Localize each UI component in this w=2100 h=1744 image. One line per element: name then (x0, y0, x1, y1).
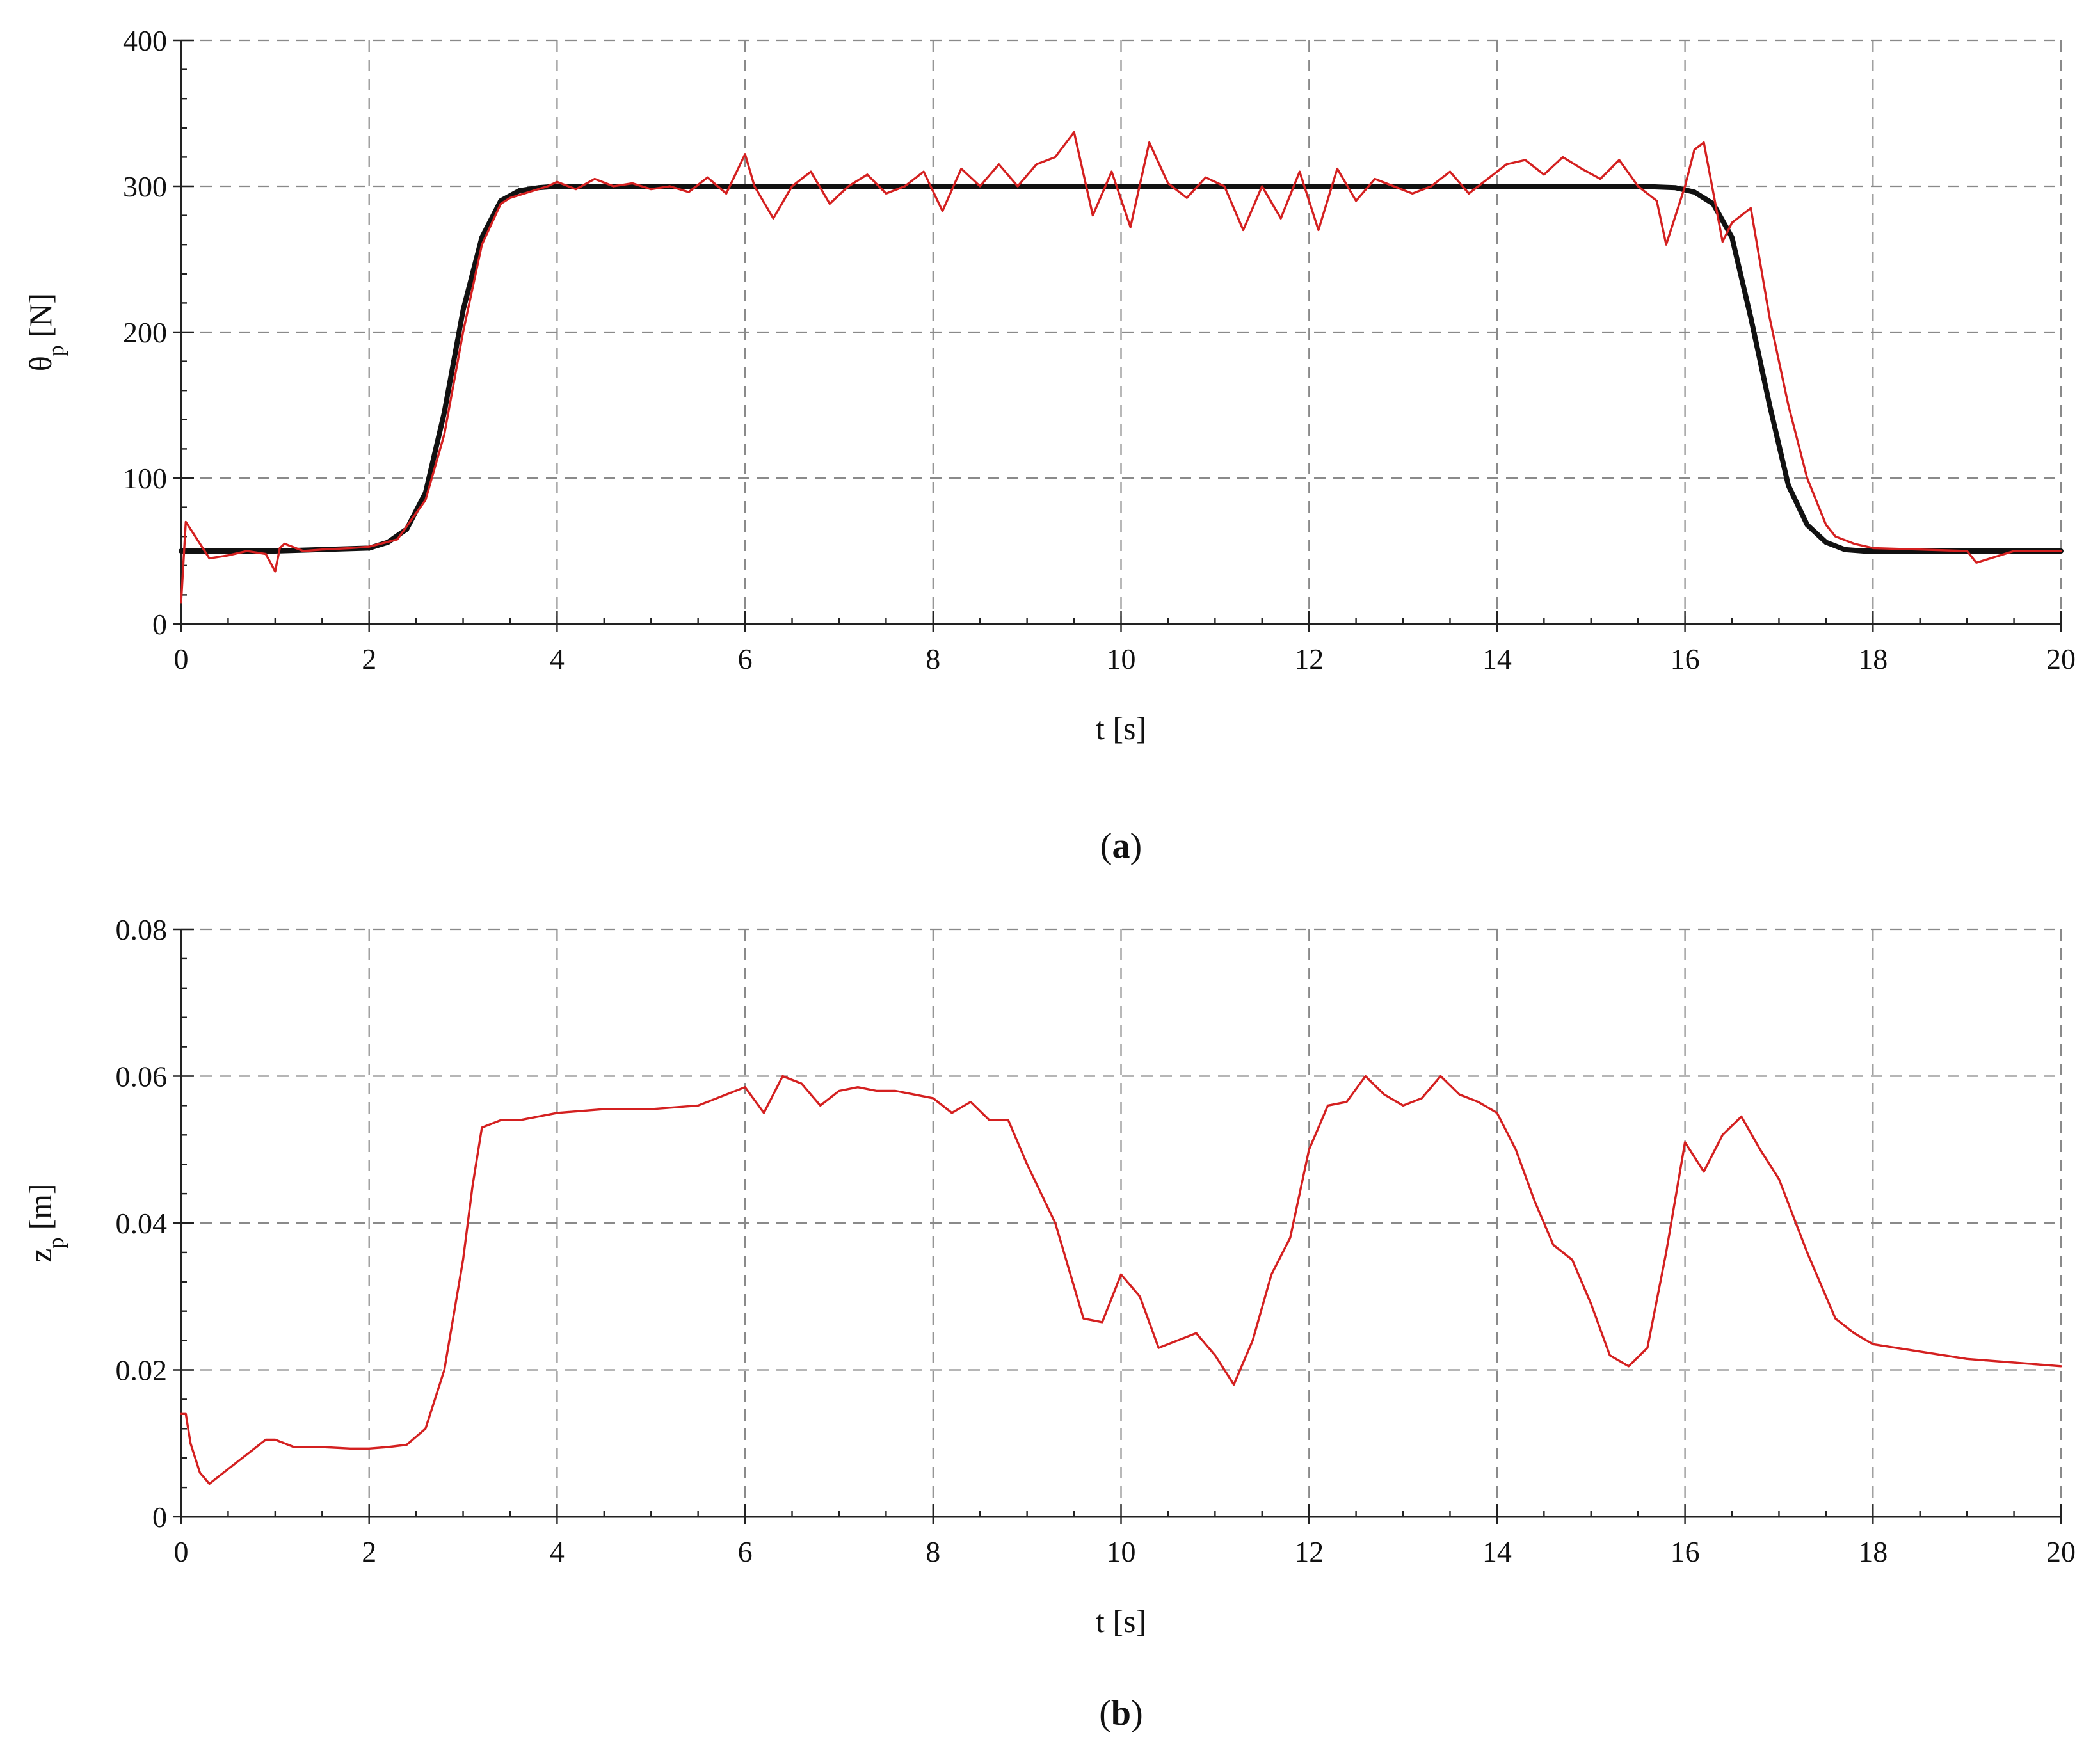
y-label-subscript: p (45, 1238, 68, 1249)
y-label-unit: [N] (22, 293, 58, 337)
x-tick-label: 12 (1294, 1535, 1324, 1568)
reference-line-series (179, 184, 2064, 554)
x-tick-label: 10 (1107, 643, 1136, 675)
x-tick-label: 4 (550, 643, 565, 675)
x-tick-label: 12 (1294, 643, 1324, 675)
x-tick-label: 8 (926, 643, 940, 675)
x-tick-label: 16 (1671, 1535, 1700, 1568)
x-tick-label: 16 (1671, 643, 1700, 675)
x-tick-label: 8 (926, 1535, 940, 1568)
y-tick-label: 200 (123, 316, 167, 349)
x-axis-label: t [s] (1096, 710, 1146, 746)
x-tick-label: 2 (362, 643, 376, 675)
x-tick-label: 18 (1858, 1535, 1888, 1568)
y-tick-label: 0.02 (116, 1354, 168, 1387)
y-label-subscript: p (45, 345, 68, 356)
x-tick-label: 20 (2046, 1535, 2076, 1568)
x-tick-label: 18 (1858, 643, 1888, 675)
caption-open-paren: ( (1099, 1693, 1111, 1733)
x-tick-label: 0 (174, 643, 189, 675)
y-axis-label: θp [N] (22, 293, 68, 371)
y-tick-label: 0.08 (116, 913, 168, 946)
y-tick-label: 0 (152, 1501, 167, 1533)
caption-close-paren: ) (1130, 826, 1142, 866)
caption-open-paren: ( (1100, 826, 1112, 866)
caption-letter: b (1111, 1693, 1131, 1733)
y-label-main: θ (22, 356, 58, 371)
y-tick-label: 400 (123, 24, 167, 57)
x-tick-label: 4 (550, 1535, 565, 1568)
x-tick-label: 10 (1107, 1535, 1136, 1568)
y-tick-label: 300 (123, 170, 167, 203)
x-tick-label: 0 (174, 1535, 189, 1568)
caption-letter: a (1112, 826, 1130, 866)
y-axis-label: zp [m] (22, 1183, 68, 1262)
measured-line-series (180, 1075, 2062, 1485)
y-label-unit: [m] (22, 1183, 58, 1229)
x-tick-label: 2 (362, 1535, 376, 1568)
x-tick-label: 6 (738, 1535, 753, 1568)
y-tick-label: 0 (152, 608, 167, 641)
y-tick-label: 0.04 (116, 1207, 168, 1240)
x-tick-label: 6 (738, 643, 753, 675)
y-label-main: z (22, 1249, 58, 1263)
x-tick-label: 14 (1482, 1535, 1512, 1568)
x-tick-label: 14 (1482, 643, 1512, 675)
y-tick-label: 0.06 (116, 1060, 168, 1093)
y-tick-label: 100 (123, 462, 167, 495)
x-tick-label: 20 (2046, 643, 2076, 675)
panel-caption: (a) (1100, 826, 1142, 866)
measured-line-series (180, 131, 2062, 604)
panel-caption: (b) (1099, 1693, 1142, 1733)
grid (181, 39, 2062, 624)
grid (181, 928, 2062, 1517)
chart-b: 0 2 4 6 8 10 12 14 16 18 20 0 0.02 0.04 0.06 0.08 t [s] z… (22, 913, 2076, 1733)
x-axis-label: t [s] (1096, 1603, 1146, 1639)
caption-close-paren: ) (1131, 1693, 1143, 1733)
